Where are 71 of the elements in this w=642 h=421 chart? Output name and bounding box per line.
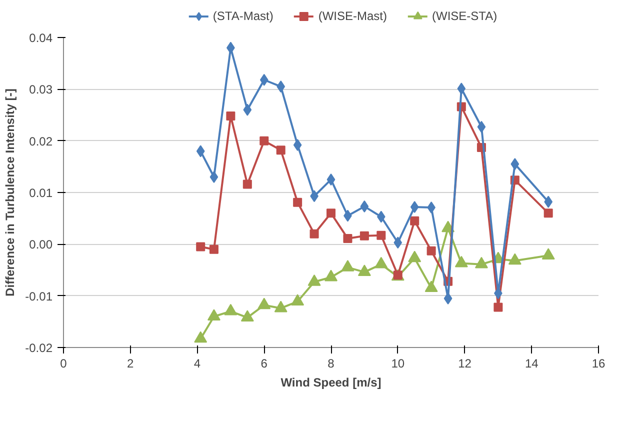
point — [326, 174, 336, 186]
x-tick-label: 14 — [524, 356, 539, 370]
point — [226, 112, 236, 121]
point — [360, 200, 369, 212]
point — [276, 146, 286, 155]
point — [444, 292, 452, 304]
point — [410, 216, 420, 226]
x-axis-title: Wind Speed [m/s] — [280, 376, 382, 390]
point — [240, 310, 254, 322]
point — [293, 138, 302, 151]
point — [243, 104, 252, 116]
point — [310, 229, 319, 238]
point — [474, 256, 488, 268]
point — [224, 304, 238, 316]
point — [410, 200, 419, 213]
x-tick-label: 6 — [260, 356, 268, 370]
point — [308, 274, 321, 286]
point — [454, 256, 468, 268]
point — [374, 256, 388, 268]
x-tick-label: 10 — [391, 356, 405, 370]
point — [210, 171, 218, 183]
y-tick-label: 0.02 — [29, 134, 53, 148]
point — [242, 180, 252, 189]
point — [408, 250, 422, 262]
point — [360, 231, 369, 240]
point — [196, 242, 206, 252]
point — [542, 248, 555, 260]
point — [194, 331, 208, 343]
x-tick-label: 0 — [60, 356, 68, 370]
point — [196, 145, 205, 158]
y-tick-label: 0.03 — [29, 82, 53, 97]
legend-label: (STA-Mast) — [212, 9, 274, 23]
point — [477, 120, 486, 133]
point — [510, 158, 520, 170]
y-tick-label: 0.01 — [29, 186, 53, 200]
point — [544, 208, 553, 218]
point — [274, 300, 288, 312]
point — [508, 253, 522, 265]
point — [293, 198, 302, 207]
point — [324, 270, 338, 282]
legend-label: (WISE-STA) — [432, 9, 498, 23]
point — [544, 196, 553, 208]
x-tick-label: 16 — [592, 356, 606, 370]
point — [291, 294, 304, 306]
point — [207, 309, 220, 320]
y-tick-label: 0.04 — [29, 31, 53, 45]
point — [260, 74, 268, 86]
point — [209, 244, 218, 254]
point — [494, 302, 503, 312]
x-tick-label: 8 — [328, 356, 335, 370]
y-tick-label: -0.01 — [25, 289, 53, 304]
point — [426, 246, 436, 256]
point — [376, 230, 386, 240]
point — [376, 210, 386, 223]
x-tick-label: 4 — [194, 356, 201, 370]
y-axis-title: Difference in Turbulence Intensity [-] — [3, 88, 18, 296]
point — [358, 264, 371, 276]
point — [341, 260, 354, 272]
point — [260, 136, 269, 146]
point — [457, 82, 466, 95]
point — [424, 280, 438, 292]
y-tick-label: -0.02 — [25, 341, 53, 355]
x-tick-label: 2 — [127, 356, 134, 370]
x-tick-label: 12 — [458, 356, 472, 370]
point — [276, 80, 286, 93]
legend-label: (WISE-Mast) — [318, 9, 388, 23]
point — [326, 208, 336, 218]
y-tick-label: 0.00 — [29, 238, 53, 252]
point — [394, 236, 402, 249]
point — [343, 234, 352, 243]
point — [258, 298, 271, 310]
